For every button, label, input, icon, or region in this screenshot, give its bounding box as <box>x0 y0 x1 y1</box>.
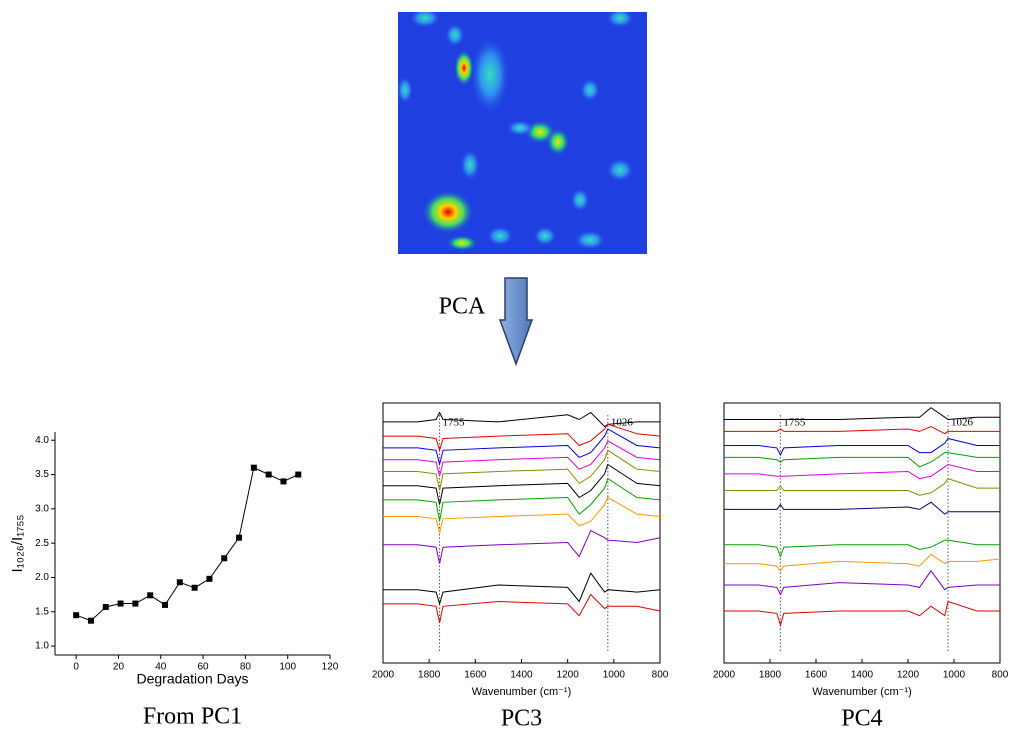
x-tick-label: 800 <box>652 670 669 681</box>
data-line <box>724 602 1000 626</box>
pca-label: PCA <box>439 294 486 320</box>
data-point <box>280 478 286 484</box>
data-point <box>73 612 79 618</box>
plot-frame <box>383 403 660 663</box>
data-line <box>383 573 660 604</box>
data-point <box>147 592 153 598</box>
x-tick-label: 1000 <box>943 670 966 681</box>
caption: PC4 <box>841 706 882 732</box>
data-point <box>206 576 212 582</box>
y-tick-label: 3.5 <box>35 469 49 480</box>
x-tick-label: 1200 <box>557 670 580 681</box>
x-tick-label: 20 <box>113 662 125 673</box>
x-axis-label: Wavenumber (cm⁻¹) <box>472 686 572 698</box>
heatmap <box>397 8 647 254</box>
data-point <box>266 472 272 478</box>
caption: From PC1 <box>143 704 242 730</box>
data-line <box>383 531 660 564</box>
x-tick-label: 2000 <box>372 670 395 681</box>
data-line <box>724 571 1000 595</box>
x-tick-label: 2000 <box>713 670 736 681</box>
y-tick-label: 2.0 <box>35 572 49 583</box>
x-tick-label: 1800 <box>418 670 441 681</box>
x-tick-label: 0 <box>73 662 79 673</box>
y-tick-label: 3.0 <box>35 503 49 514</box>
x-axis-label: Wavenumber (cm⁻¹) <box>812 686 912 698</box>
data-point <box>177 579 183 585</box>
data-point <box>295 472 301 478</box>
data-line <box>724 554 1000 571</box>
data-line <box>383 595 660 623</box>
data-line <box>724 540 1000 557</box>
data-point <box>192 585 198 591</box>
reference-label: 1755 <box>443 417 466 429</box>
data-point <box>236 535 242 541</box>
x-tick-label: 1400 <box>851 670 874 681</box>
data-line <box>383 498 660 534</box>
reference-label: 1755 <box>783 417 806 429</box>
x-tick-label: 1600 <box>464 670 487 681</box>
y-tick-label: 1.5 <box>35 606 49 617</box>
y-tick-label: 2.5 <box>35 538 49 549</box>
data-line <box>724 465 1000 479</box>
data-line <box>724 439 1000 456</box>
plot-frame <box>724 403 1000 663</box>
data-point <box>221 555 227 561</box>
x-tick-label: 800 <box>992 670 1009 681</box>
data-line <box>724 453 1000 467</box>
y-tick-label: 1.0 <box>35 641 49 652</box>
x-tick-label: 1000 <box>603 670 626 681</box>
data-line <box>76 468 298 621</box>
x-tick-label: 1800 <box>759 670 782 681</box>
data-point <box>162 602 168 608</box>
data-point <box>103 604 109 610</box>
x-tick-label: 100 <box>279 662 296 673</box>
data-point <box>88 618 94 624</box>
data-point <box>132 601 138 607</box>
x-tick-label: 120 <box>322 662 339 673</box>
data-line <box>724 502 1000 514</box>
pca-arrow <box>500 278 532 364</box>
caption: PC3 <box>501 706 542 732</box>
x-tick-label: 1600 <box>805 670 828 681</box>
y-axis-label: I₁₀₂₆/I₁₇₅₅ <box>9 515 26 573</box>
x-tick-label: 1200 <box>897 670 920 681</box>
data-point <box>118 601 124 607</box>
x-tick-label: 1400 <box>510 670 533 681</box>
x-axis-label: Degradation Days <box>136 671 248 687</box>
data-point <box>251 465 257 471</box>
y-tick-label: 4.0 <box>35 435 49 446</box>
figure: PCA 0204060801001201.01.52.02.53.03.54.0… <box>0 0 1010 732</box>
data-line <box>724 479 1000 496</box>
